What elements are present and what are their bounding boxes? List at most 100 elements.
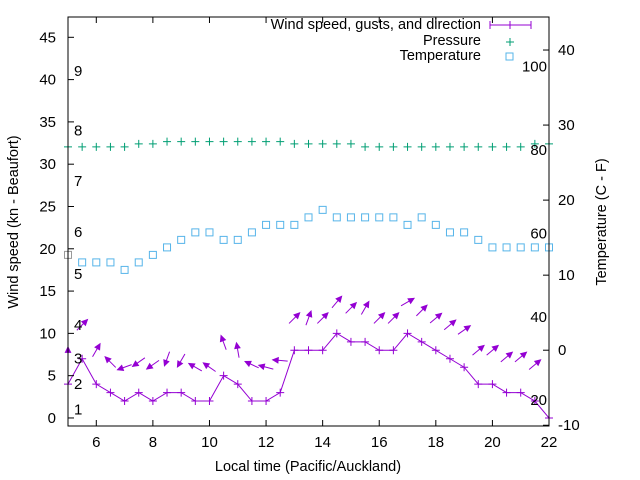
gust-arrow [416,304,428,317]
gust-arrow [187,362,203,372]
gust-arrow-head [145,362,154,370]
gust-arrow [429,312,443,324]
beaufort-label: 5 [74,266,82,283]
pressure-point [403,142,412,151]
gust-arrow-head [533,359,542,367]
gust-arrow [486,344,500,356]
temperature-point [191,228,200,237]
temperature-point [233,235,242,244]
legend-label-wind: Wind speed, gusts, and direction [271,17,481,33]
gust-arrow-head [80,318,89,327]
gust-arrow-head [449,319,457,327]
gust-arrow-head [434,312,443,320]
gust-arrow [92,342,101,358]
wind-speed-point [474,380,483,389]
y2-tick-label: -10 [558,417,580,434]
fahrenheit-label: 20 [530,392,547,409]
pressure-point [148,139,157,148]
gust-arrow [400,297,416,307]
pressure-point [460,142,469,151]
gust-arrow-head [219,334,227,343]
wind-speed-point [148,397,157,406]
x-tick-label: 20 [484,434,501,451]
beaufort-label: 4 [74,317,82,334]
y2-axis-label: Temperature (C - F) [594,158,610,285]
wind-speed-point [205,397,214,406]
temperature-point [134,258,143,267]
pressure-point [247,137,256,146]
plot-marks [64,137,553,422]
pressure-point [530,139,539,148]
pressure-point [488,142,497,151]
temperature-point [516,243,525,252]
temperature-point [403,220,412,229]
y-tick-label: 20 [39,241,56,258]
gust-arrow [305,310,313,326]
pressure-point [332,139,341,148]
temperature-point [431,220,440,229]
y-tick-label: 15 [39,283,56,300]
temperature-point [219,235,228,244]
wind-speed-point [134,388,143,397]
y-tick-label: 10 [39,325,56,342]
gust-arrow-head [305,310,313,318]
gust-arrow-head [349,301,358,310]
pressure-point [389,142,398,151]
beaufort-label: 2 [74,376,82,393]
pressure-point [431,142,440,151]
y2-tick-label: 20 [558,192,575,209]
temperature-point [120,265,129,274]
temperature-point [361,213,370,222]
y-tick-label: 5 [48,368,56,385]
temperature-point [205,228,214,237]
fahrenheit-label: 80 [530,142,547,159]
wind-speed-point [488,380,497,389]
y2-tick-label: 30 [558,117,575,134]
temperature-point [106,258,115,267]
gust-arrow-head [519,351,528,359]
fahrenheit-label: 100 [522,59,547,76]
wind-speed-point [233,380,242,389]
x-tick-label: 18 [427,434,444,451]
temperature-point [417,213,426,222]
pressure-point [346,139,355,148]
y2-tick-label: 10 [558,267,575,284]
gust-arrow-head [104,356,112,364]
temperature-point [502,243,511,252]
wind-speed-point [332,329,341,338]
gust-arrow [528,359,542,370]
wind-speed-point [304,346,313,355]
plot-border [67,16,550,427]
axis-ticks: 6 8 10 12 14 16 18 20 22051015202530354045-10010… [39,17,580,451]
gust-arrow [472,344,485,356]
gust-arrow-head [202,362,211,370]
pressure-point [276,137,285,146]
pressure-point [262,137,271,146]
beaufort-label: 7 [74,173,82,190]
gust-arrow-head [163,359,170,367]
y-tick-label: 40 [39,72,56,89]
wind-speed-point [417,337,426,346]
pressure-point [177,137,186,146]
wind-speed-point [516,388,525,397]
gust-arrow [331,295,343,309]
temperature-point [318,205,327,214]
wind-speed-point [530,397,539,406]
beaufort-label: 6 [74,224,82,241]
gust-arrow [163,351,171,367]
temperature-point [474,235,483,244]
wind-speed-point [346,337,355,346]
wind-speed-point [247,397,256,406]
pressure-point [474,142,483,151]
gust-arrow [176,353,186,368]
gust-arrow-head [377,312,386,320]
beaufort-label: 1 [74,402,82,419]
beaufort-label: 8 [74,122,82,139]
pressure-point [134,139,143,148]
pressure-point [502,142,511,151]
wind-speed-point [361,337,370,346]
y2-tick-label: 0 [558,342,566,359]
temperature-point [445,228,454,237]
wind-speed-point [191,397,200,406]
